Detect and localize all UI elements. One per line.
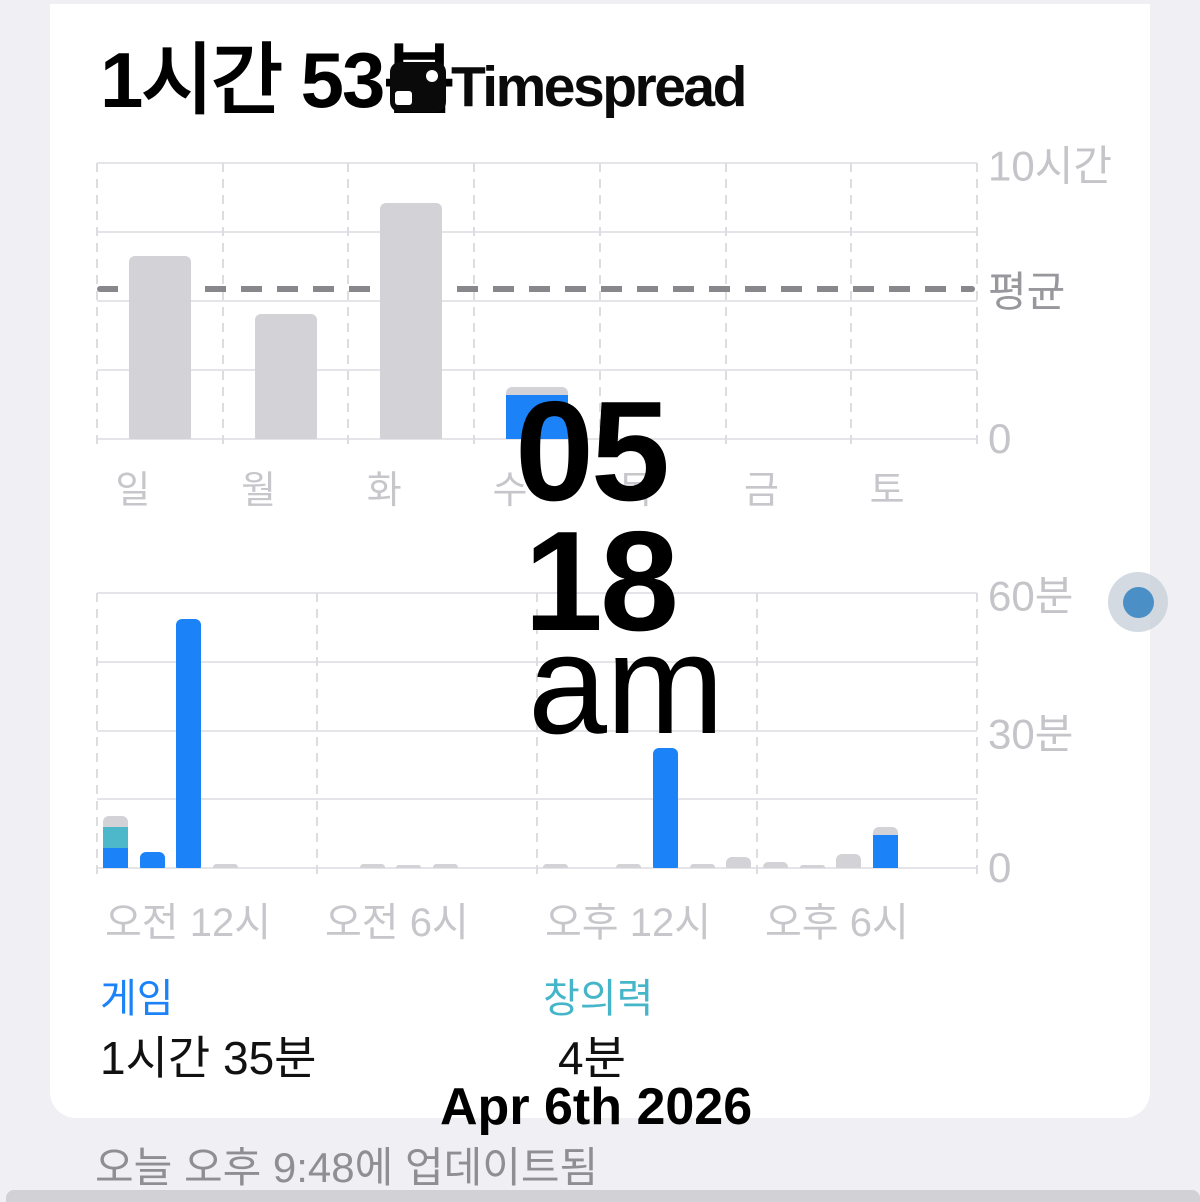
y-axis-label: 0 bbox=[988, 844, 1012, 891]
usage-bar-gray[interactable] bbox=[212, 863, 238, 868]
gridline bbox=[97, 231, 977, 233]
legend-creativity-value: 4분 bbox=[558, 1032, 626, 1084]
gridline bbox=[96, 593, 98, 880]
timespread-logo-text: Timespread bbox=[451, 55, 747, 119]
gridline bbox=[316, 593, 318, 880]
x-axis-label: 토 bbox=[869, 470, 905, 512]
y-axis-label: 30분 bbox=[988, 710, 1074, 757]
usage-bar-blue[interactable] bbox=[872, 835, 898, 868]
gridline bbox=[536, 593, 538, 880]
gridline bbox=[347, 163, 350, 451]
gridline bbox=[96, 163, 98, 451]
usage-bar-gray[interactable] bbox=[836, 854, 862, 868]
usage-bar-blue[interactable] bbox=[176, 619, 202, 868]
overlay-meridiem: am bbox=[528, 605, 724, 764]
gridline bbox=[97, 300, 977, 302]
usage-bar-gray[interactable] bbox=[396, 864, 422, 868]
next-section-edge bbox=[6, 1190, 1200, 1202]
usage-bar-gray[interactable] bbox=[872, 827, 898, 835]
x-axis-label: 오후 12시 bbox=[545, 901, 712, 945]
usage-bar-gray[interactable] bbox=[762, 862, 788, 868]
last-updated-text: 오늘 오후 9:48에 업데이트됨 bbox=[95, 1144, 599, 1191]
legend-game-value: 1시간 35분 bbox=[100, 1032, 317, 1084]
x-axis-label: 오전 6시 bbox=[325, 901, 469, 945]
usage-bar-teal[interactable] bbox=[102, 826, 128, 848]
gridline bbox=[97, 162, 977, 164]
gridline bbox=[97, 438, 977, 440]
y-axis-label: 10시간 bbox=[988, 142, 1112, 190]
x-axis-label: 오후 6시 bbox=[765, 901, 909, 945]
gridline bbox=[473, 163, 476, 451]
usage-bar-gray[interactable] bbox=[689, 863, 715, 868]
usage-bar-gray[interactable] bbox=[102, 815, 128, 827]
usage-bar-blue[interactable] bbox=[506, 394, 568, 439]
gridline bbox=[976, 593, 978, 880]
gridline bbox=[976, 163, 978, 451]
usage-bar-gray[interactable] bbox=[128, 256, 191, 439]
gridline bbox=[724, 163, 727, 451]
x-axis-label: 월 bbox=[241, 470, 277, 512]
usage-bar-gray[interactable] bbox=[506, 387, 568, 395]
gridline bbox=[756, 593, 758, 880]
usage-bar-gray[interactable] bbox=[726, 857, 752, 868]
gridline bbox=[221, 163, 224, 451]
usage-bar-blue[interactable] bbox=[139, 851, 165, 868]
average-line bbox=[97, 285, 975, 292]
usage-bar-gray[interactable] bbox=[616, 863, 642, 868]
x-axis-label: 수 bbox=[492, 470, 528, 512]
usage-bar-gray[interactable] bbox=[799, 864, 825, 868]
usage-bar-gray[interactable] bbox=[380, 203, 443, 439]
weekly-usage-chart[interactable] bbox=[96, 162, 978, 451]
screen-time-card: 1시간 53분 Timespread 게임 1시간 35분 창의력 4분 10시… bbox=[50, 4, 1150, 1118]
usage-bar-gray[interactable] bbox=[359, 863, 385, 868]
timespread-watermark: Timespread bbox=[390, 54, 747, 120]
overlay-date: Apr 6th 2026 bbox=[440, 1078, 753, 1136]
usage-bar-blue[interactable] bbox=[652, 747, 678, 868]
scrubber-dot-icon[interactable] bbox=[1123, 587, 1154, 618]
timespread-logo-icon bbox=[390, 62, 446, 112]
usage-bar-gray[interactable] bbox=[432, 863, 458, 868]
usage-bar-gray[interactable] bbox=[254, 313, 317, 439]
x-axis-label: 금 bbox=[743, 470, 779, 512]
overlay-minute: 18 bbox=[524, 502, 679, 661]
y-axis-label: 평균 bbox=[988, 268, 1066, 316]
x-axis-label: 오전 12시 bbox=[105, 901, 272, 945]
legend-game-label: 게임 bbox=[100, 977, 174, 1021]
usage-bar-blue[interactable] bbox=[102, 847, 128, 868]
gridline bbox=[850, 163, 853, 451]
gridline bbox=[598, 163, 601, 451]
y-axis-label: 0 bbox=[988, 415, 1012, 462]
daily-usage-chart[interactable] bbox=[96, 592, 978, 880]
usage-bar-gray[interactable] bbox=[542, 863, 568, 868]
overlay-hour: 05 bbox=[515, 372, 670, 531]
gridline bbox=[97, 369, 977, 371]
legend-creativity-label: 창의력 bbox=[543, 977, 654, 1021]
x-axis-label: 화 bbox=[366, 470, 402, 512]
x-axis-label: 목 bbox=[618, 470, 654, 512]
x-axis-label: 일 bbox=[115, 470, 151, 512]
y-axis-label: 60분 bbox=[988, 572, 1074, 620]
